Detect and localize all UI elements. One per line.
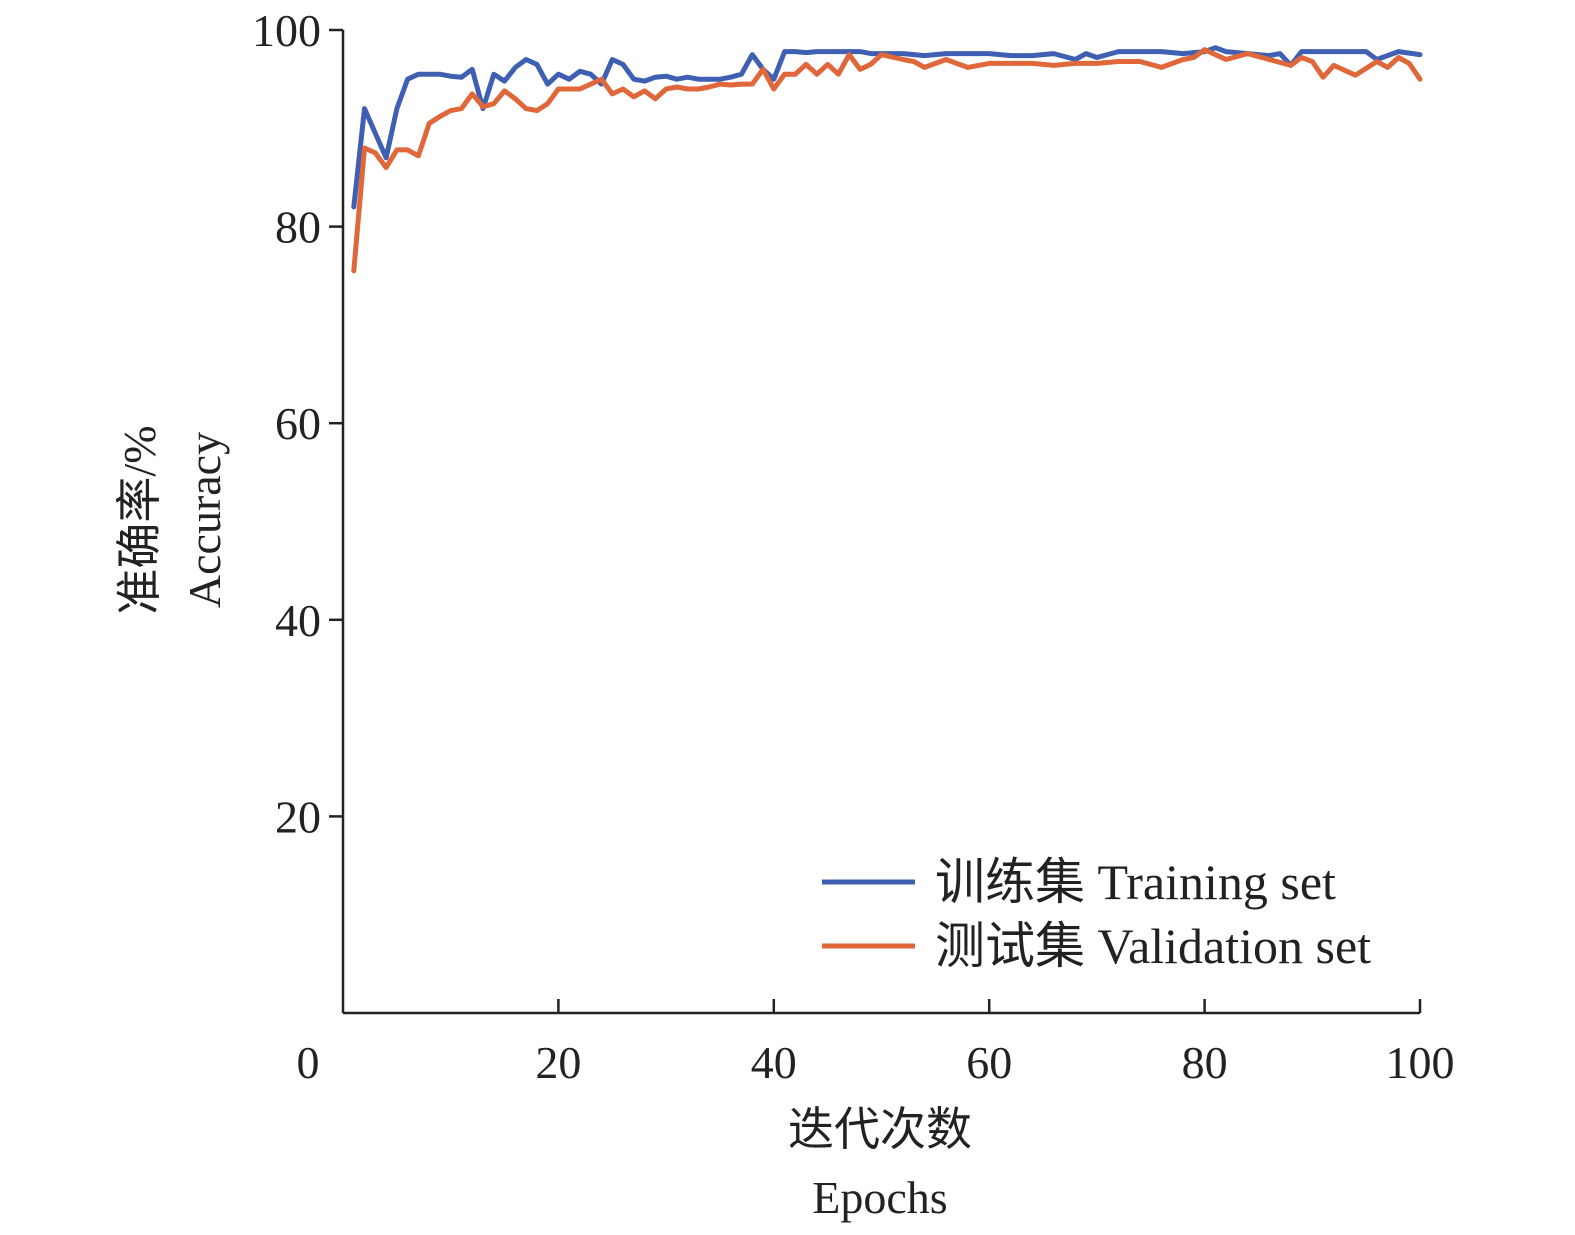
x-tick-label: 40 <box>751 1037 797 1088</box>
y-tick-label: 20 <box>275 791 321 842</box>
y-tick-label: 100 <box>252 5 321 56</box>
legend: 训练集 Training set 测试集 Validation set <box>822 854 1371 974</box>
y-tick-label: 40 <box>275 595 321 646</box>
series-line-training <box>351 45 1423 210</box>
x-tick-label: 60 <box>966 1037 1012 1088</box>
legend-label-training: 训练集 Training set <box>935 854 1336 910</box>
x-axis-title-line-2: Epochs <box>812 1172 947 1223</box>
series-lines <box>351 45 1423 274</box>
y-axis-title-line-2: Accuracy <box>179 432 230 608</box>
series-line-validation <box>351 47 1423 274</box>
axis-labels: 迭代次数 Epochs 准确率/% Accuracy <box>114 425 972 1223</box>
axes: 20 40 60 80 100 0 20 40 60 80 100 <box>252 5 1455 1088</box>
y-tick-label: 60 <box>275 398 321 449</box>
x-tick-label: 80 <box>1182 1037 1228 1088</box>
legend-label-validation: 测试集 Validation set <box>935 918 1371 974</box>
x-tick-label: 0 <box>297 1037 320 1088</box>
y-axis-title-line-1: 准确率/% <box>114 425 165 614</box>
x-tick-label: 20 <box>535 1037 581 1088</box>
y-tick-label: 80 <box>275 202 321 253</box>
x-axis-title-line-1: 迭代次数 <box>788 1104 972 1155</box>
x-tick-label: 100 <box>1386 1037 1455 1088</box>
